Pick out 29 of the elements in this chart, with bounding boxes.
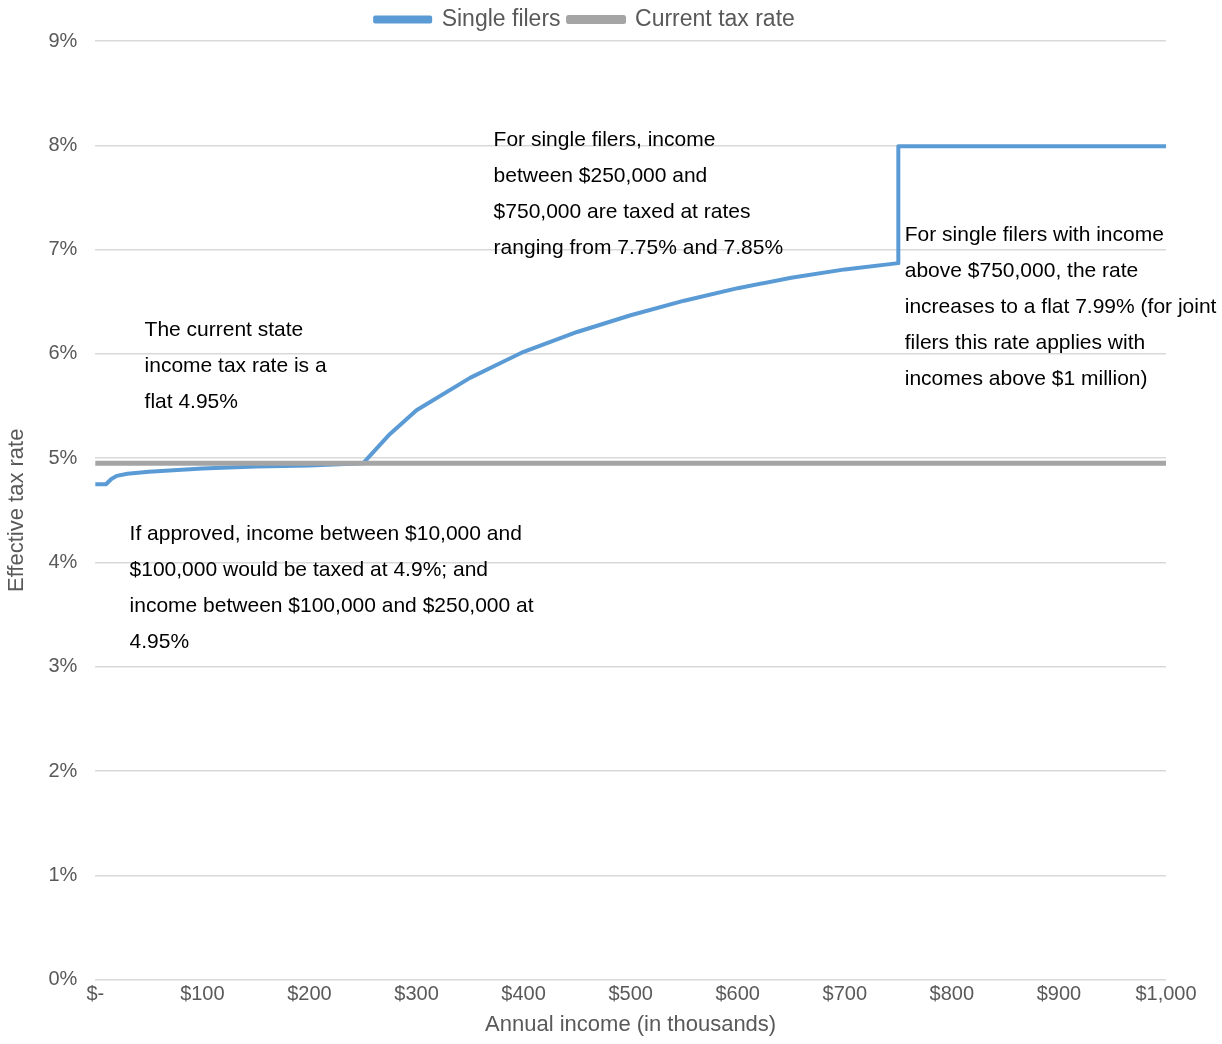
x-tick-label: $900 — [1036, 982, 1082, 1005]
y-tick-label: 2% — [48, 758, 78, 781]
annotation: For single filers, income between $250,000 and $750,000 are taxed at rates ranging from 7.75% and 7.85% — [493, 126, 784, 258]
x-tick-label: $100 — [180, 982, 225, 1005]
x-tick-label: $700 — [822, 982, 868, 1005]
x-tick-label: $1,000 — [1135, 982, 1197, 1005]
legend-label: Current tax rate — [635, 4, 795, 31]
annotation: The current state income tax rate is a flat 4.95% — [144, 317, 327, 413]
legend-label: Single filers — [441, 4, 561, 31]
y-tick-label: 8% — [48, 132, 78, 155]
y-tick-label: 1% — [48, 862, 78, 885]
x-tick-label: $500 — [608, 982, 653, 1005]
x-tick-label: $- — [86, 982, 105, 1005]
x-tick-label: $200 — [287, 982, 332, 1005]
x-axis-title: Annual income (in thousands) — [485, 1010, 777, 1036]
y-axis-title: Effective tax rate — [3, 428, 29, 593]
y-tick-label: 5% — [48, 445, 78, 468]
y-tick-label: 6% — [48, 341, 78, 364]
y-tick-label: 7% — [48, 237, 78, 260]
x-tick-label: $600 — [715, 982, 760, 1005]
x-tick-label: $400 — [501, 982, 546, 1005]
annotation: If approved, income between $10,000 and $100,000 would be taxed at 4.9%; and income between $100,000 and $250,000 at 4.95% — [129, 520, 534, 652]
x-tick-label: $300 — [394, 982, 439, 1005]
x-tick-label: $800 — [929, 982, 975, 1005]
annotation: For single filers with income above $750,000, the rate increases to a flat 7.99% (for joint filers this rate applies with incomes above $1 million) — [904, 222, 1217, 390]
y-tick-label: 3% — [48, 654, 78, 677]
y-tick-label: 9% — [48, 28, 78, 51]
y-tick-label: 0% — [48, 967, 78, 990]
y-tick-label: 4% — [48, 549, 78, 572]
